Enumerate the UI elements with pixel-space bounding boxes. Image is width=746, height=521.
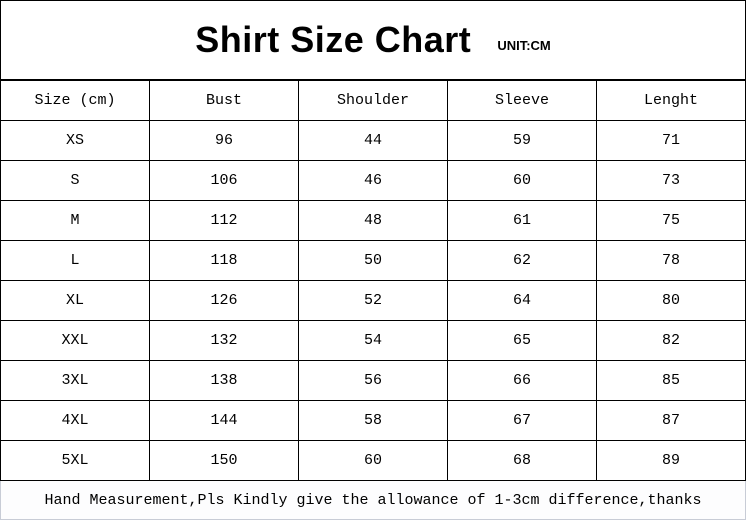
- value-cell: 132: [149, 320, 299, 361]
- value-cell: 112: [149, 200, 299, 241]
- value-cell: 52: [298, 280, 448, 321]
- size-cell: 5XL: [0, 440, 150, 481]
- size-cell: XL: [0, 280, 150, 321]
- value-cell: 54: [298, 320, 448, 361]
- value-cell: 144: [149, 400, 299, 441]
- value-cell: 150: [149, 440, 299, 481]
- value-cell: 89: [596, 440, 746, 481]
- title-box: Shirt Size Chart UNIT:CM: [0, 0, 746, 80]
- chart-title: Shirt Size Chart: [195, 19, 472, 60]
- column-header: Bust: [149, 80, 299, 121]
- size-cell: 4XL: [0, 400, 150, 441]
- value-cell: 59: [447, 120, 597, 161]
- header-row: Size (cm) Bust Shoulder Sleeve Lenght: [0, 80, 746, 121]
- value-cell: 50: [298, 240, 448, 281]
- size-cell: XXL: [0, 320, 150, 361]
- value-cell: 75: [596, 200, 746, 241]
- size-cell: S: [0, 160, 150, 201]
- size-cell: L: [0, 240, 150, 281]
- table-row: XXL 132 54 65 82: [0, 320, 746, 361]
- value-cell: 66: [447, 360, 597, 401]
- table-row: XS 96 44 59 71: [0, 120, 746, 161]
- value-cell: 62: [447, 240, 597, 281]
- value-cell: 46: [298, 160, 448, 201]
- value-cell: 78: [596, 240, 746, 281]
- unit-label: UNIT:CM: [497, 37, 551, 53]
- value-cell: 44: [298, 120, 448, 161]
- value-cell: 56: [298, 360, 448, 401]
- column-header: Shoulder: [298, 80, 448, 121]
- footer-note: Hand Measurement,Pls Kindly give the all…: [0, 481, 746, 520]
- value-cell: 96: [149, 120, 299, 161]
- value-cell: 126: [149, 280, 299, 321]
- value-cell: 60: [447, 160, 597, 201]
- value-cell: 71: [596, 120, 746, 161]
- value-cell: 82: [596, 320, 746, 361]
- value-cell: 106: [149, 160, 299, 201]
- value-cell: 87: [596, 400, 746, 441]
- column-header: Size (cm): [0, 80, 150, 121]
- value-cell: 65: [447, 320, 597, 361]
- size-table: Size (cm) Bust Shoulder Sleeve Lenght XS 96 44 5…: [0, 80, 746, 481]
- value-cell: 118: [149, 240, 299, 281]
- table-row: 3XL 138 56 66 85: [0, 360, 746, 401]
- table-row: S 106 46 60 73: [0, 160, 746, 201]
- column-header: Sleeve: [447, 80, 597, 121]
- size-cell: M: [0, 200, 150, 241]
- value-cell: 67: [447, 400, 597, 441]
- size-cell: 3XL: [0, 360, 150, 401]
- size-cell: XS: [0, 120, 150, 161]
- value-cell: 80: [596, 280, 746, 321]
- table-row: 4XL 144 58 67 87: [0, 400, 746, 441]
- value-cell: 138: [149, 360, 299, 401]
- table-row: M 112 48 61 75: [0, 200, 746, 241]
- column-header: Lenght: [596, 80, 746, 121]
- value-cell: 61: [447, 200, 597, 241]
- value-cell: 68: [447, 440, 597, 481]
- value-cell: 85: [596, 360, 746, 401]
- value-cell: 73: [596, 160, 746, 201]
- value-cell: 64: [447, 280, 597, 321]
- value-cell: 60: [298, 440, 448, 481]
- table-row: 5XL 150 60 68 89: [0, 440, 746, 481]
- table-row: L 118 50 62 78: [0, 240, 746, 281]
- value-cell: 48: [298, 200, 448, 241]
- value-cell: 58: [298, 400, 448, 441]
- table-row: XL 126 52 64 80: [0, 280, 746, 321]
